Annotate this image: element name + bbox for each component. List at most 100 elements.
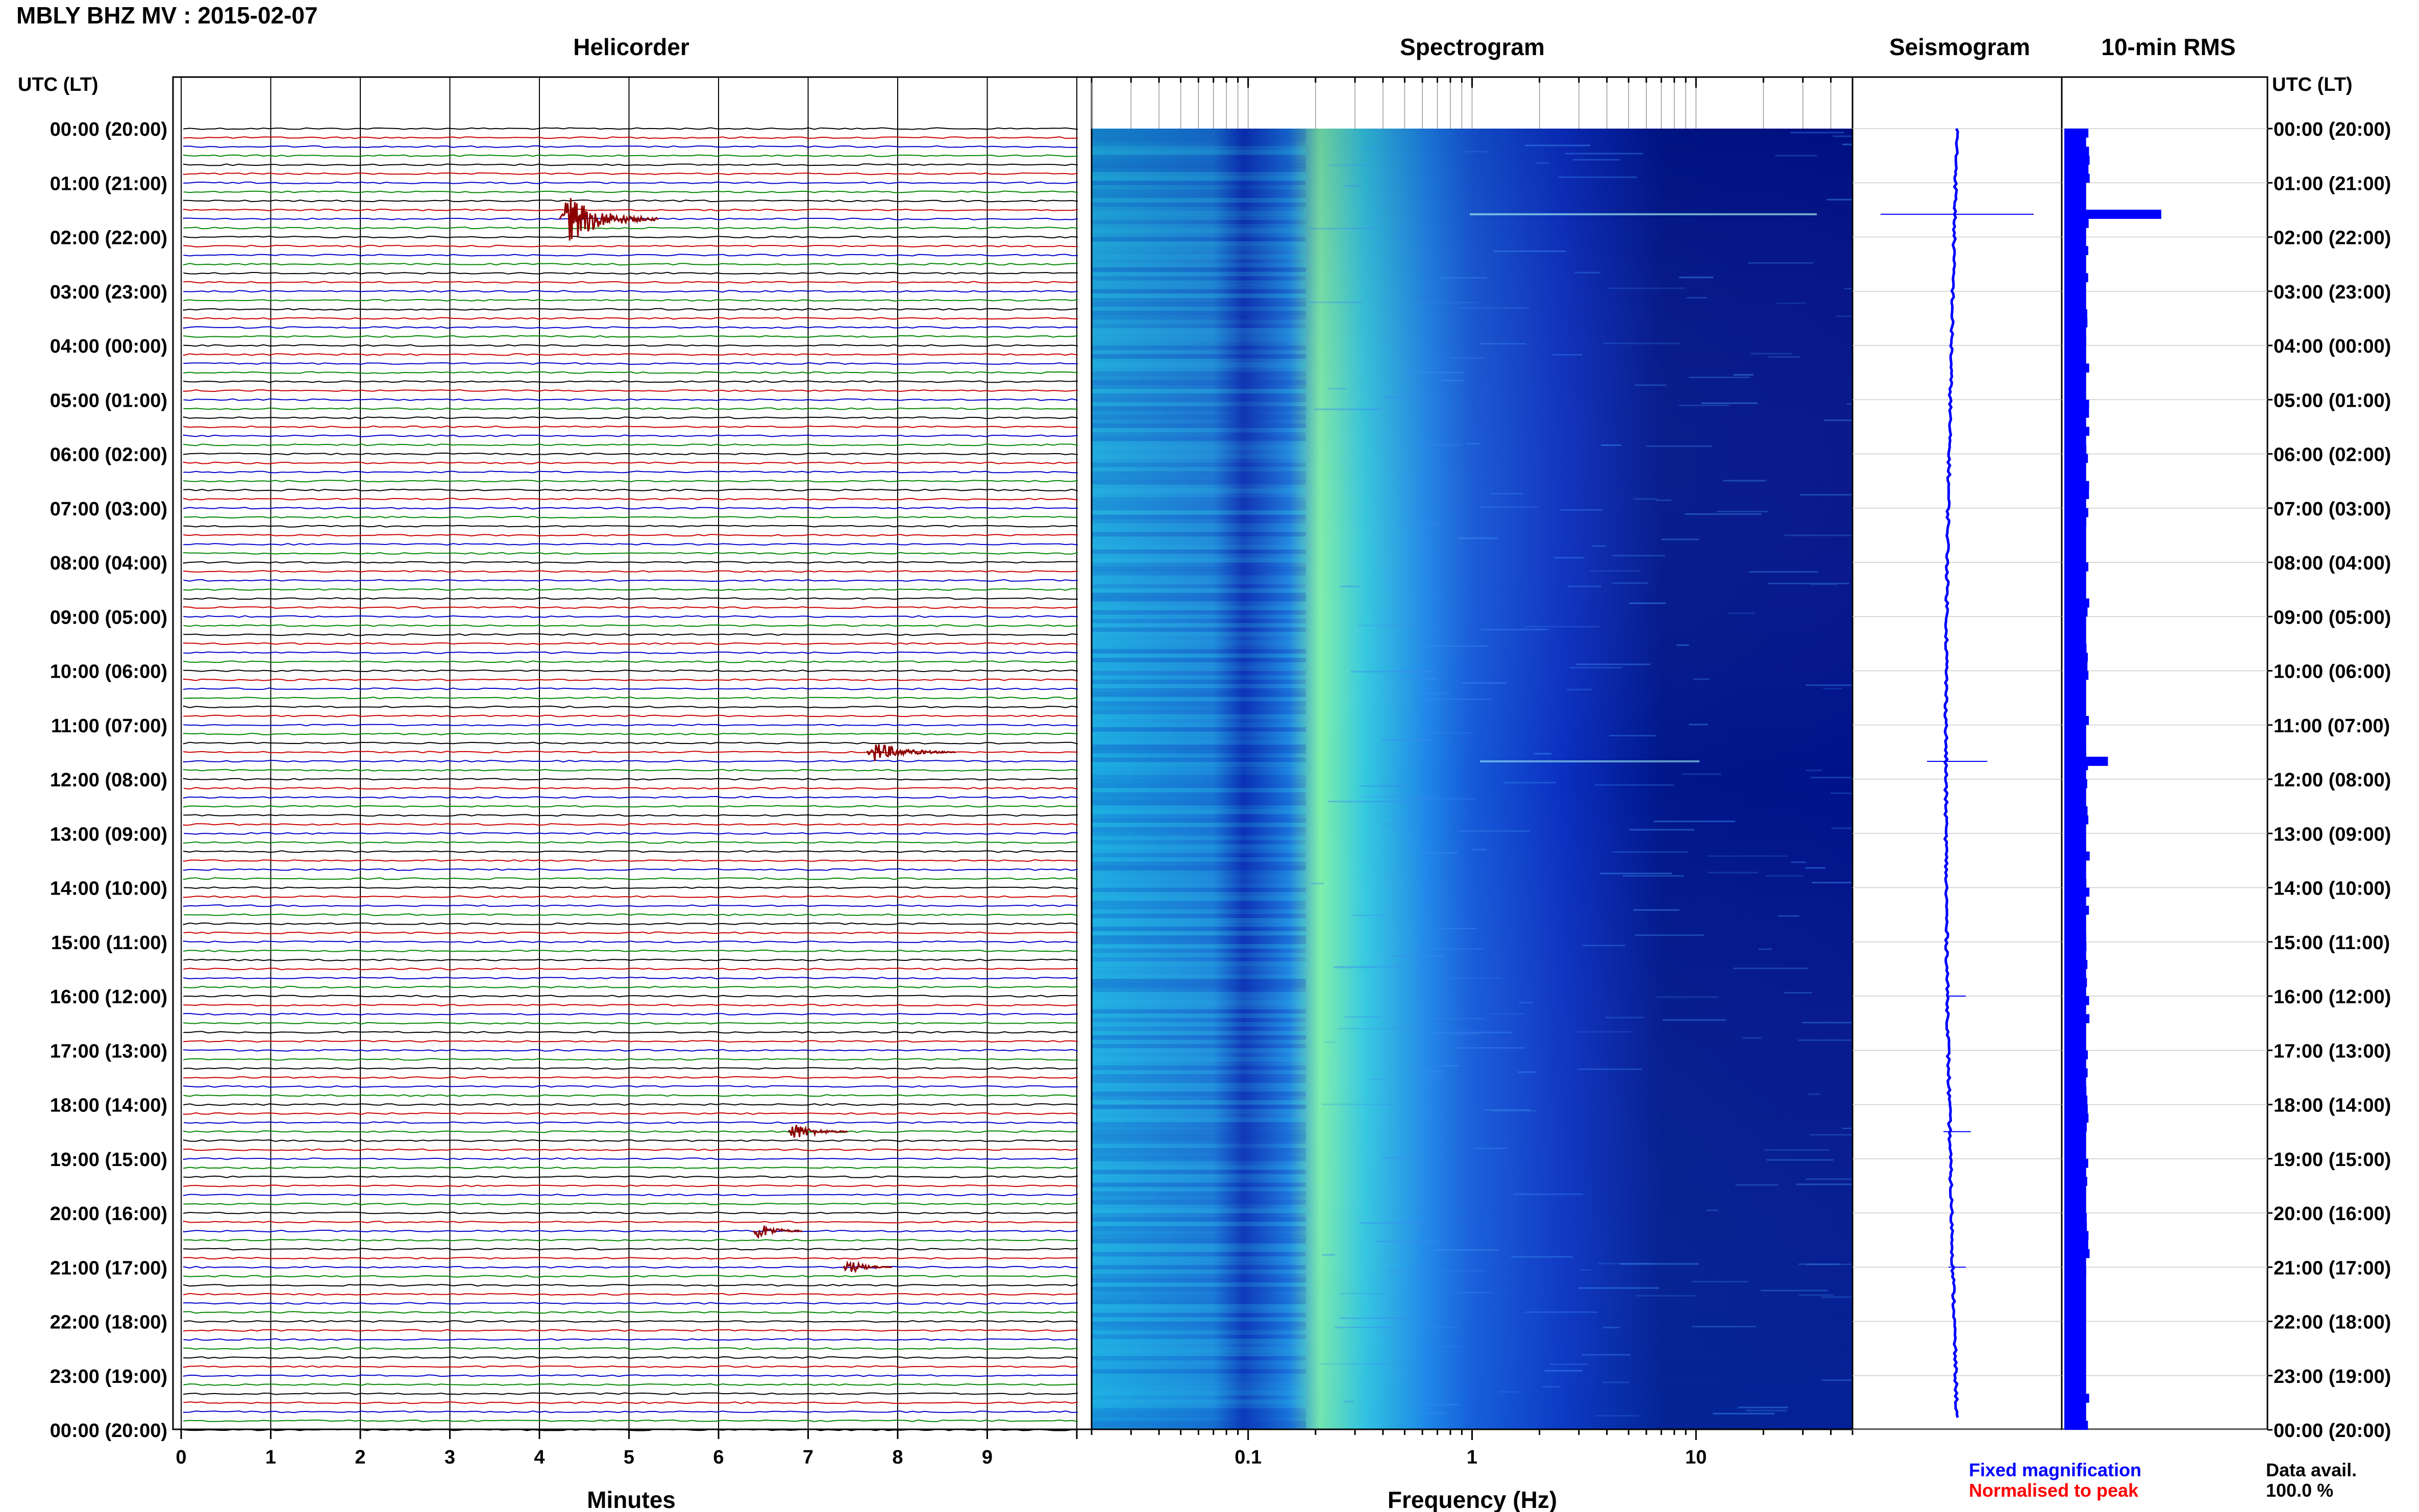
helicorder-event [866,744,956,761]
hour-label-left: 07:00 (03:00) [50,499,167,520]
spectrogram-row [1092,510,1306,515]
rms-bar [2064,1240,2088,1249]
helicorder-trace [183,1103,1078,1106]
rms-bar [2064,897,2084,906]
spectrogram-streak [1536,162,1549,164]
spectrogram-row [1092,141,1306,146]
helicorder-trace [183,1193,1078,1197]
spectrogram-row [1092,1425,1306,1430]
hour-label-left: 12:00 (08:00) [50,770,167,791]
spectrogram-streak [1393,231,1426,233]
spectrogram-row [1092,1395,1306,1400]
rms-bar [2064,318,2088,328]
rms-bar [2064,535,2082,544]
spectrogram-streak [1357,625,1436,627]
spectrogram-row [1092,1109,1306,1113]
spectrogram-streak [1434,1031,1513,1033]
spectrogram-row [1092,948,1306,953]
rms-bar [2064,933,2086,942]
spectrogram-row [1092,909,1306,914]
spectrogram-row [1092,1187,1306,1192]
spectrogram-streak [1810,1134,1881,1136]
helicorder-trace [183,1139,1078,1142]
spectrogram-streak [1351,914,1387,916]
spectrogram-streak [1332,966,1375,969]
rms-bar [2064,688,2083,698]
hour-label-left: 11:00 (07:00) [51,715,167,737]
spectrogram-row [1092,718,1306,723]
helicorder-tick-label: 3 [445,1447,455,1468]
helicorder-trace [183,787,1078,790]
spectrogram-row [1092,245,1306,251]
spectrogram-row [1092,384,1306,389]
spectrogram-row [1092,1065,1306,1070]
spectrogram-row [1092,775,1306,780]
spectrogram-streak [1635,934,1705,936]
helicorder-trace [183,1365,1078,1368]
rms-bar [2064,969,2086,978]
spectrogram-streak [1808,1093,1820,1095]
rms-bar [2064,129,2089,138]
helicorder-trace [183,1311,1078,1314]
rms-bar [2064,1421,2088,1430]
rms-bar [2064,661,2088,671]
spectrogram-row [1092,562,1306,567]
spectrogram-streak [1416,1018,1485,1020]
spectrogram-row [1092,927,1306,931]
utc-label-left: UTC (LT) [18,74,98,95]
helicorder-trace [183,732,1078,736]
spectrogram-streak [1692,1281,1748,1283]
spectrogram-streak [1577,1068,1642,1070]
rms-bar [2064,842,2082,852]
spectrogram-streak [1784,534,1861,536]
rms-bar [2064,743,2086,752]
spectrogram-row [1092,306,1306,311]
helicorder-trace [183,136,1078,139]
spectrogram-row [1092,398,1306,402]
spectrogram-streak [1806,684,1872,686]
rms-bar [2064,264,2082,274]
helicorder-trace [183,1329,1078,1332]
spectrogram-row [1092,1005,1306,1009]
spectrogram-streak [1458,537,1498,539]
spectrogram-row [1092,1408,1306,1413]
spectrogram-row [1092,1122,1306,1127]
spectrogram-streak [1459,830,1531,832]
spectrogram-row [1092,202,1306,207]
spectrogram-streak [1334,966,1404,968]
spectrogram-row [1092,484,1306,489]
spectrogram-row [1092,514,1306,519]
spectrogram-row [1092,1373,1306,1378]
rms-bar [2064,878,2087,888]
spectrogram-row [1092,983,1306,988]
hour-label-left: 19:00 (15:00) [50,1149,167,1171]
spectrogram-streak [1442,1065,1459,1067]
rms-bar [2064,734,2082,743]
helicorder-trace [183,1157,1078,1160]
helicorder-trace [183,507,1078,510]
helicorder-trace [183,317,1078,320]
spectrogram-row [1092,1018,1306,1023]
spectrogram-streak [1567,688,1592,690]
spectrogram-streak [1805,867,1825,869]
spectrogram-row [1092,319,1306,324]
helicorder-trace [183,1220,1078,1224]
spectrogram-row [1092,215,1306,220]
helicorder-trace [183,832,1078,835]
helicorder-trace [183,850,1078,853]
spectrogram-row [1092,462,1306,467]
spectrogram-row [1092,1291,1306,1296]
rms-bar [2064,815,2089,825]
seismogram-title: Seismogram [1889,34,2030,60]
spectrogram-row [1092,627,1306,632]
hour-label-left: 00:00 (20:00) [50,119,167,140]
helicorder-trace [183,588,1078,591]
spectrogram-row [1092,671,1306,676]
spectrogram-row [1092,905,1306,910]
hour-label-right: 00:00 (20:00) [2274,1420,2391,1442]
spectrogram-row [1092,267,1306,272]
spectrogram-streak [1379,784,1390,786]
spectrogram-streak [1633,498,1658,500]
helicorder-trace [183,1419,1078,1422]
spectrogram-row [1092,410,1306,415]
